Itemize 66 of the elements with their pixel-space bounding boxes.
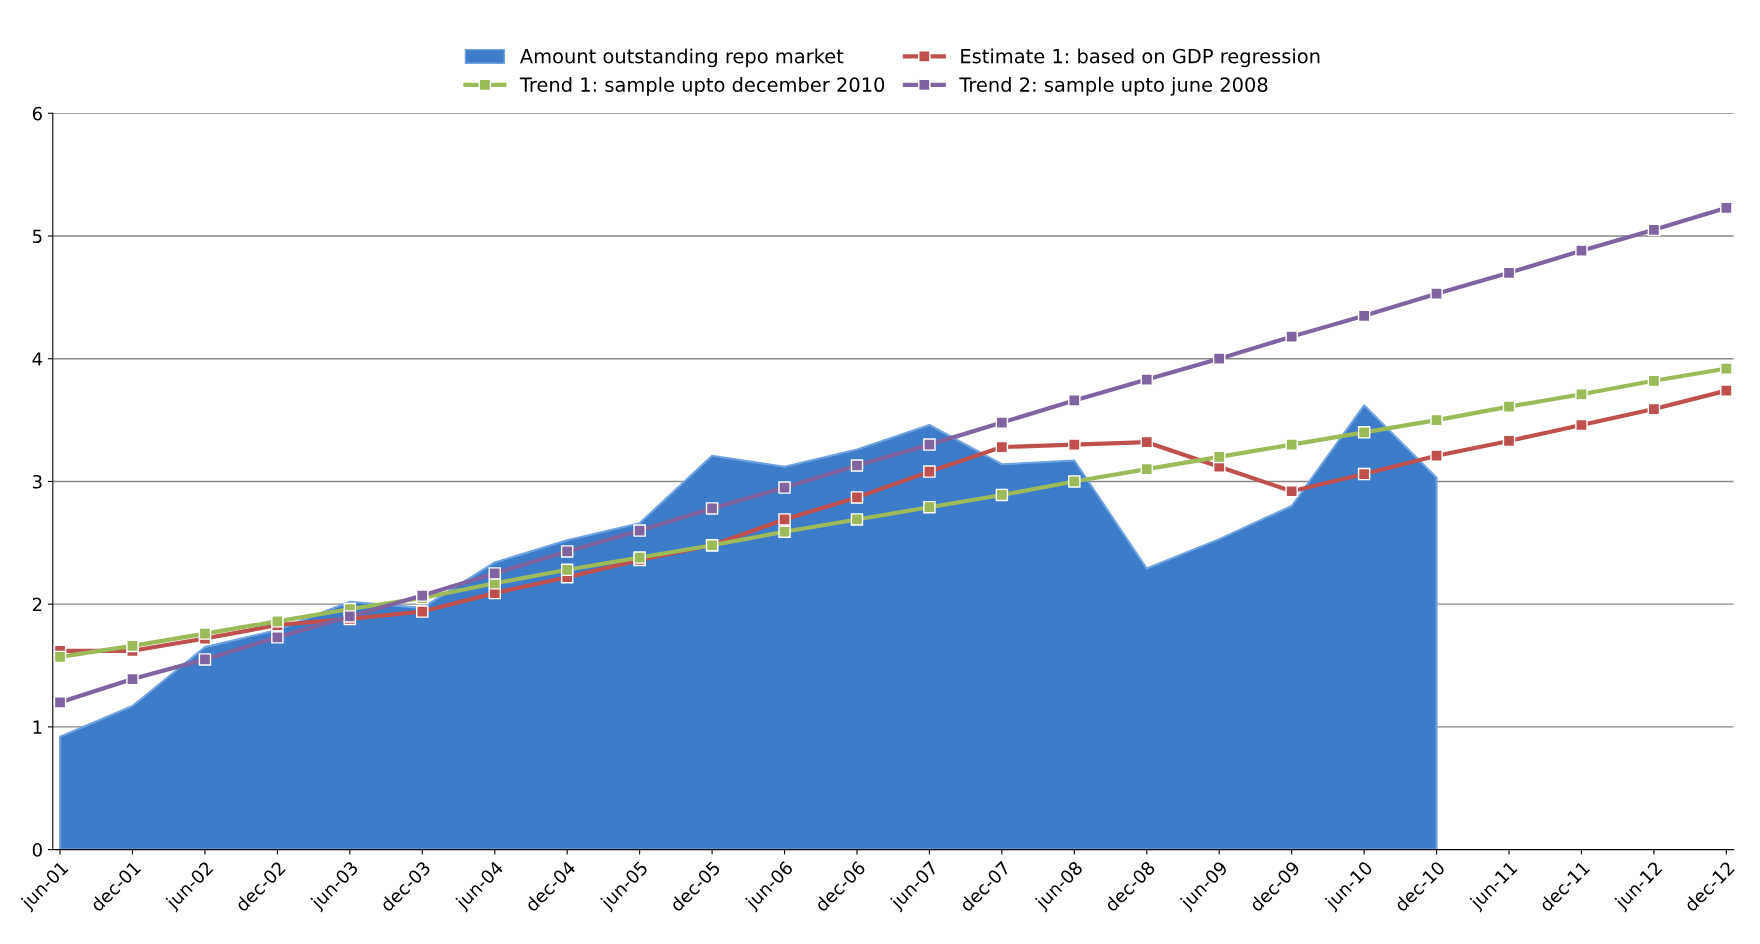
point bbox=[1357, 467, 1371, 481]
point bbox=[198, 627, 212, 640]
point bbox=[53, 650, 67, 664]
point bbox=[1140, 435, 1154, 449]
point bbox=[1430, 287, 1443, 300]
point bbox=[923, 500, 936, 514]
y-tick-label: 1 bbox=[33, 720, 42, 734]
point bbox=[850, 513, 864, 526]
legend-label: Trend 2: sample upto june 2008 bbox=[959, 76, 1268, 96]
point bbox=[705, 502, 719, 515]
point bbox=[1285, 485, 1298, 498]
point bbox=[1140, 373, 1154, 386]
point bbox=[778, 525, 791, 539]
point bbox=[1647, 374, 1661, 388]
legend-label: Trend 1: sample upto december 2010 bbox=[519, 76, 885, 96]
point bbox=[560, 545, 574, 558]
y-tick-label: 0 bbox=[32, 843, 42, 857]
point bbox=[1502, 434, 1516, 448]
point bbox=[1068, 394, 1081, 407]
point bbox=[1068, 438, 1081, 451]
point bbox=[53, 696, 67, 709]
point bbox=[850, 491, 864, 504]
point bbox=[1720, 362, 1733, 375]
point bbox=[1140, 462, 1154, 476]
point bbox=[1647, 402, 1661, 416]
point bbox=[271, 631, 284, 644]
point bbox=[850, 459, 864, 472]
legend-label: Estimate 1: based on GDP regression bbox=[961, 48, 1320, 68]
point bbox=[778, 481, 791, 494]
point bbox=[271, 615, 284, 628]
y-tick-label: 2 bbox=[32, 597, 42, 612]
y-tick-label: 6 bbox=[32, 106, 42, 121]
legend-label: Amount outstanding repo market bbox=[520, 48, 844, 68]
point bbox=[995, 488, 1009, 502]
y-tick-label: 5 bbox=[32, 229, 42, 244]
point bbox=[923, 438, 936, 451]
point bbox=[1212, 450, 1226, 464]
point bbox=[1430, 413, 1443, 427]
point bbox=[633, 524, 646, 537]
y-tick-label: 3 bbox=[32, 474, 42, 489]
point bbox=[1575, 388, 1588, 401]
point bbox=[1430, 449, 1443, 462]
point bbox=[1647, 223, 1661, 237]
point bbox=[995, 416, 1009, 429]
point bbox=[1357, 309, 1371, 323]
point bbox=[995, 440, 1009, 454]
point bbox=[560, 563, 574, 577]
point bbox=[1720, 201, 1733, 215]
point bbox=[126, 639, 139, 653]
point bbox=[1575, 418, 1588, 432]
point bbox=[488, 567, 501, 580]
point bbox=[1357, 426, 1371, 439]
point bbox=[416, 605, 429, 618]
point bbox=[126, 672, 139, 686]
point bbox=[198, 653, 212, 666]
point bbox=[1212, 352, 1226, 365]
point bbox=[1285, 438, 1298, 451]
point bbox=[1720, 384, 1733, 397]
point bbox=[1068, 475, 1081, 488]
point bbox=[1502, 266, 1516, 280]
point bbox=[778, 513, 791, 526]
point bbox=[923, 465, 936, 478]
y-tick-label: 4 bbox=[32, 352, 43, 366]
point bbox=[1285, 330, 1298, 343]
point bbox=[1502, 400, 1516, 413]
point bbox=[1575, 244, 1588, 257]
